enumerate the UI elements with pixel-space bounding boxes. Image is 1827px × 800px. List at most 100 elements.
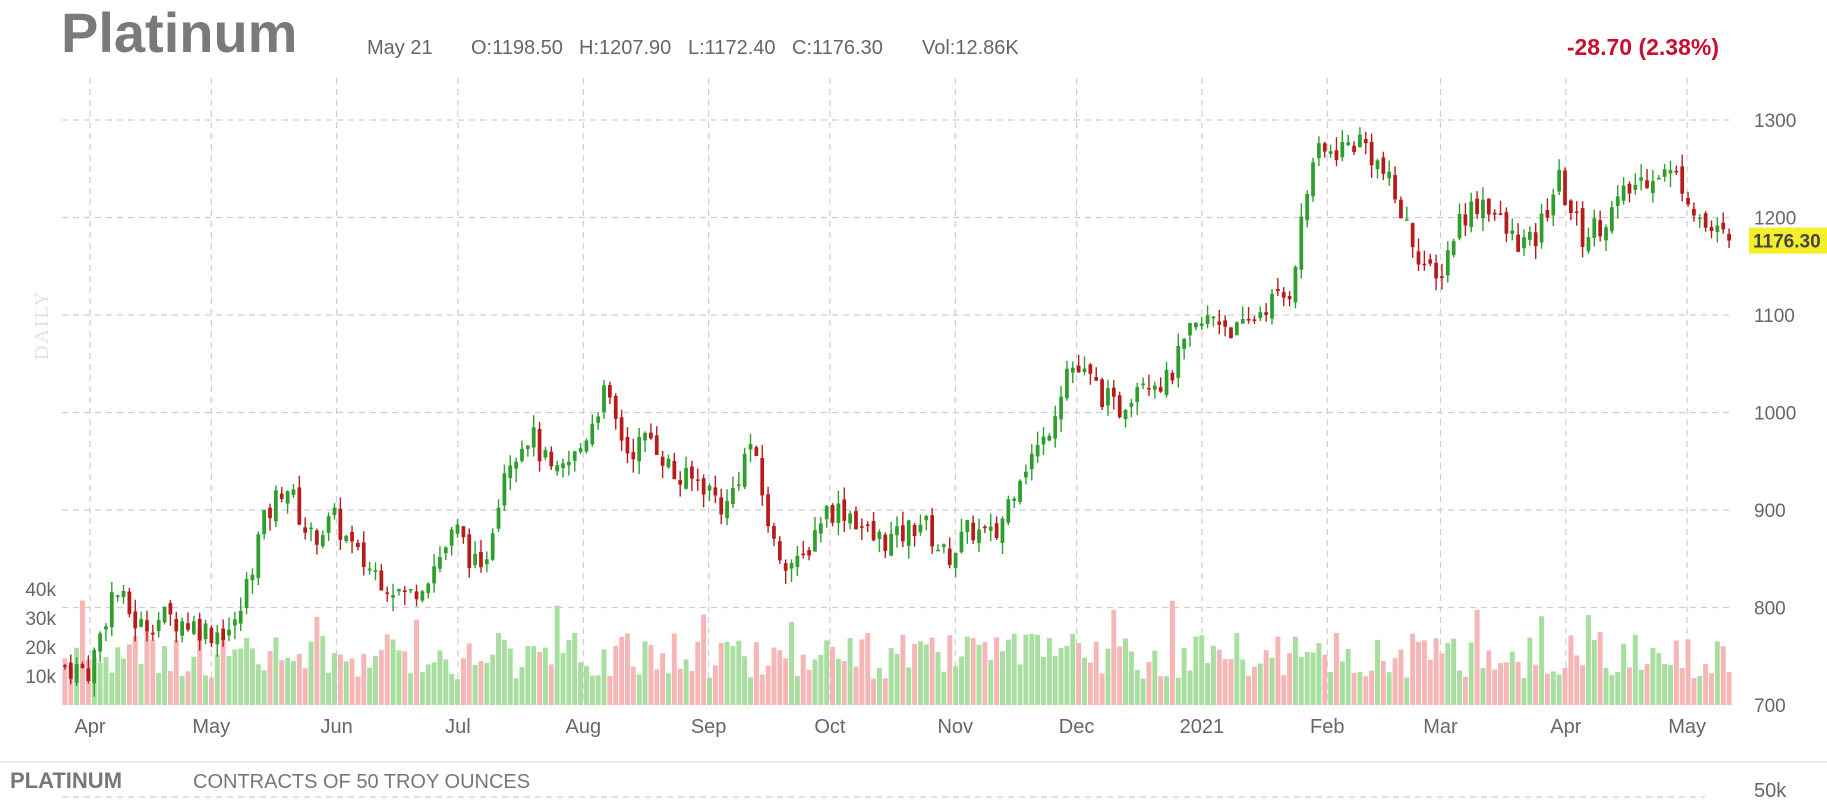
volume-bar [1298, 657, 1304, 705]
volume-bar [1164, 676, 1170, 705]
candle-body [1680, 166, 1685, 194]
volume-bar [490, 654, 496, 705]
candle-body [772, 526, 776, 539]
candle-body [859, 526, 864, 528]
volume-bar [525, 646, 531, 705]
candle-body [549, 451, 554, 467]
price-tick: 1200 [1754, 209, 1796, 230]
volume-bar [97, 662, 103, 705]
candle-body [1311, 162, 1315, 197]
candle-body [824, 506, 829, 520]
ohlc-high: H:1207.90 [579, 37, 671, 59]
volume-bar [906, 667, 912, 705]
volume-bar [349, 658, 355, 705]
candle-body [1574, 211, 1579, 213]
candle-body [895, 526, 899, 536]
time-tick: Jun [321, 716, 353, 738]
volume-bar [390, 639, 396, 705]
candle-body [1234, 322, 1239, 336]
volume-bar [1123, 638, 1128, 705]
candle-body [1299, 216, 1304, 270]
candle-body [479, 551, 483, 568]
volume-bar [1076, 643, 1082, 705]
volume-bar [929, 637, 935, 705]
candle-body [285, 491, 290, 504]
candle-body [115, 595, 120, 597]
candle-body [877, 531, 882, 540]
candle-body [1568, 200, 1573, 213]
volume-bar [1668, 664, 1673, 705]
candle-body [1592, 218, 1597, 238]
candle-body [983, 526, 987, 529]
volume-bar [1492, 669, 1498, 705]
candle-body [1305, 193, 1310, 221]
candle-body [1047, 435, 1052, 441]
volume-bar [496, 632, 502, 705]
volume-bar [695, 641, 701, 705]
candle-body [420, 591, 425, 601]
volume-bar [167, 671, 173, 705]
volume-bar [1363, 676, 1369, 705]
candle-body [865, 524, 870, 526]
candle-body [197, 618, 202, 641]
candle-body [783, 563, 788, 571]
time-tick: 2021 [1180, 716, 1225, 738]
candle-body [449, 529, 454, 546]
candle-body [1522, 237, 1526, 249]
volume-bar [1498, 663, 1504, 705]
candle-body [1639, 177, 1644, 181]
candle-body [338, 508, 343, 540]
volume-bar [1175, 677, 1181, 705]
volume-bar [1345, 648, 1351, 705]
candle-body [1158, 387, 1163, 392]
candle-body [813, 530, 817, 552]
candle-body [256, 534, 261, 578]
volume-bar [1257, 663, 1263, 705]
volume-bar [976, 645, 982, 705]
volume-bar [1457, 670, 1462, 705]
volume-bar [179, 675, 185, 705]
candle-body [1404, 219, 1409, 221]
candle-body [227, 629, 231, 636]
candle-body [490, 533, 495, 560]
volume-bar [1451, 638, 1457, 705]
candle-body [953, 552, 958, 568]
candle-body [578, 448, 583, 452]
candle-body [690, 466, 694, 479]
volume-bar [689, 671, 695, 705]
time-tick: Nov [937, 716, 973, 738]
time-tick: Apr [74, 716, 105, 738]
candle-body [68, 662, 73, 679]
candle-body [602, 385, 606, 412]
candle-body [1182, 338, 1186, 349]
volume-bar [1193, 636, 1199, 705]
candle-body [625, 436, 630, 454]
candle-body [520, 448, 524, 461]
candle-body [1100, 379, 1104, 408]
volume-bar [578, 662, 584, 705]
volume-bar [1246, 675, 1252, 705]
candle-body [608, 385, 612, 398]
volume-bar [1169, 600, 1175, 705]
volume-bar [273, 637, 279, 705]
volume-bar [109, 672, 115, 705]
volume-bar [958, 656, 964, 705]
volume-bar [970, 638, 976, 705]
candle-body [315, 530, 319, 545]
candle-body [912, 525, 917, 537]
volume-bar [367, 667, 373, 705]
candle-body [1586, 237, 1591, 252]
candle-body [1621, 185, 1626, 201]
volume-bar [214, 654, 220, 705]
volume-bar [1445, 643, 1451, 705]
volume-bar [1181, 648, 1187, 705]
volume-bar [783, 658, 789, 705]
candle-body [1709, 227, 1714, 232]
candle-body [736, 484, 741, 486]
volume-bar [296, 653, 302, 705]
candle-body [514, 461, 518, 469]
volume-bar [648, 644, 654, 705]
volume-bar [343, 661, 349, 705]
volume-bar [68, 665, 74, 705]
